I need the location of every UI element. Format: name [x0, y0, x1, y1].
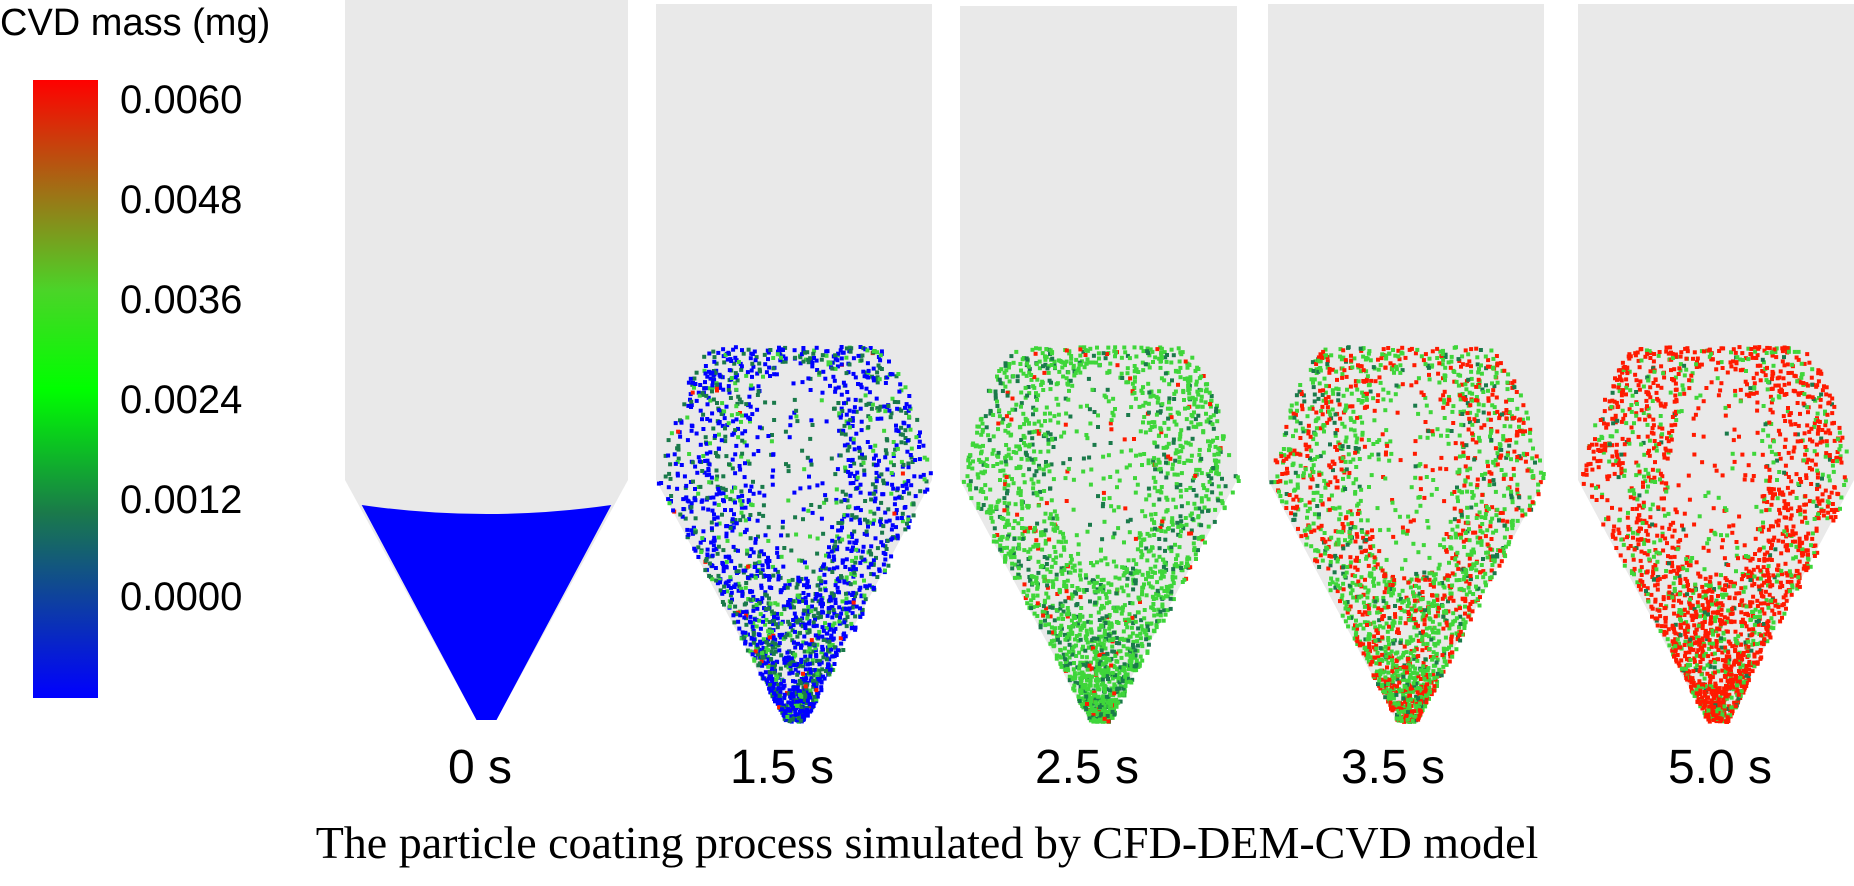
particle-cloud	[656, 345, 933, 724]
colorbar-title: CVD mass (mg)	[0, 2, 271, 44]
colorbar-tick: 0.0012	[120, 478, 243, 522]
colorbar-tick: 0.0048	[120, 178, 243, 222]
figure-caption: The particle coating process simulated b…	[315, 817, 1539, 868]
time-label: 0 s	[447, 741, 513, 794]
particle-bed	[361, 505, 612, 720]
colorbar-tick-max: 0.0060	[120, 78, 243, 122]
colorbar-gradient	[33, 80, 98, 698]
time-label: 3.5 s	[1340, 741, 1446, 794]
particle-cloud	[1581, 345, 1849, 724]
colorbar-tick-min: 0.0000	[120, 575, 243, 619]
colorbar-tick: 0.0036	[120, 278, 243, 322]
reactor-vessel	[656, 4, 932, 720]
particle-cloud	[961, 345, 1241, 724]
time-label: 2.5 s	[1034, 741, 1140, 794]
time-label: 1.5 s	[729, 741, 835, 794]
time-label: 5.0 s	[1667, 741, 1773, 794]
colorbar-tick: 0.0024	[120, 378, 243, 422]
particle-cloud	[1269, 345, 1546, 724]
